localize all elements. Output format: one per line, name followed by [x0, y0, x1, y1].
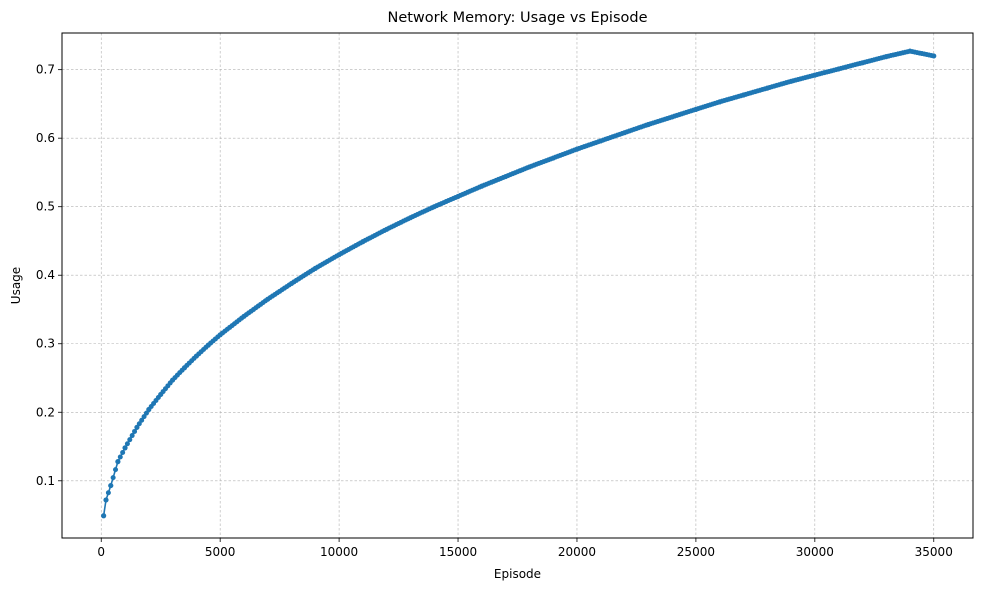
- data-point: [407, 215, 414, 221]
- data-point: [241, 313, 247, 319]
- series-marker: [117, 454, 123, 460]
- y-axis-label: Usage: [9, 267, 23, 304]
- series: [101, 48, 937, 519]
- x-tick-label: 5000: [205, 545, 236, 559]
- series-marker: [120, 449, 126, 455]
- chart-title: Network Memory: Usage vs Episode: [387, 10, 647, 26]
- data-point: [158, 391, 164, 398]
- data-point: [115, 458, 121, 465]
- series-marker: [141, 414, 147, 420]
- data-point: [550, 155, 556, 161]
- series-marker: [124, 441, 130, 447]
- data-point: [455, 193, 461, 200]
- data-point: [360, 239, 366, 245]
- x-tick-label: 10000: [320, 545, 358, 559]
- data-point: [693, 106, 699, 113]
- data-point: [431, 204, 437, 210]
- data-point: [288, 280, 295, 287]
- y-tick-label: 0.7: [36, 63, 55, 77]
- data-point: [181, 365, 188, 371]
- data-point: [503, 173, 509, 180]
- data-point: [598, 138, 604, 144]
- ticks: 0 5000 10000 15000 20000 25000 30000 35000 0.1 0.…: [36, 63, 953, 559]
- data-point: [336, 252, 342, 258]
- series-marker: [127, 437, 133, 443]
- plot-frame: [61, 32, 974, 539]
- data-point: [717, 99, 723, 105]
- x-tick-label: 15000: [439, 545, 477, 559]
- data-point: [134, 424, 140, 430]
- data-point: [170, 377, 176, 383]
- data-point: [645, 121, 651, 128]
- y-tick-label: 0.4: [36, 268, 55, 282]
- data-point: [859, 60, 865, 66]
- x-tick-label: 20000: [558, 545, 596, 559]
- data-point: [907, 48, 913, 54]
- data-point: [217, 332, 223, 338]
- series-marker: [129, 433, 135, 439]
- data-point: [265, 296, 271, 302]
- data-point: [122, 445, 128, 451]
- data-point: [312, 265, 318, 271]
- data-point: [193, 353, 199, 359]
- grid: [62, 33, 973, 538]
- y-tick-label: 0.3: [36, 337, 55, 351]
- data-point: [526, 164, 532, 170]
- data-point: [621, 130, 628, 136]
- y-tick-label: 0.6: [36, 131, 55, 145]
- data-point: [669, 114, 675, 120]
- x-tick-label: 25000: [677, 545, 715, 559]
- data-point: [740, 92, 747, 98]
- series-marker: [105, 490, 111, 496]
- data-point: [479, 183, 485, 189]
- y-tick-label: 0.5: [36, 200, 55, 214]
- data-point: [812, 72, 818, 78]
- data-point: [574, 146, 580, 152]
- data-point: [931, 53, 937, 59]
- x-tick-label: 30000: [796, 545, 834, 559]
- data-point: [146, 406, 152, 413]
- x-axis-label: Episode: [494, 567, 541, 581]
- data-point: [205, 342, 211, 348]
- data-point: [384, 226, 390, 232]
- y-tick-label: 0.2: [36, 405, 55, 419]
- series-marker: [110, 475, 116, 481]
- series-marker: [139, 417, 145, 423]
- x-tick-label: 35000: [915, 545, 953, 559]
- data-point: [764, 85, 770, 91]
- data-point: [836, 66, 842, 72]
- series-marker: [113, 467, 119, 473]
- y-tick-label: 0.1: [36, 474, 55, 488]
- data-point: [883, 54, 889, 60]
- series-marker: [132, 428, 138, 434]
- data-point: [101, 513, 107, 519]
- data-point: [788, 78, 794, 84]
- x-tick-label: 0: [97, 545, 105, 559]
- data-point: [108, 482, 114, 489]
- data-point: [103, 497, 109, 503]
